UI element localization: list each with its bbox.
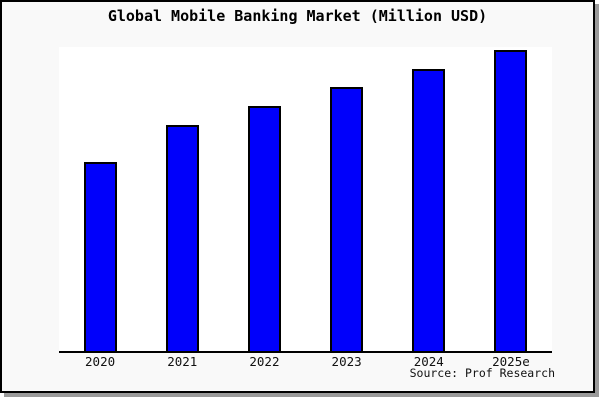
x-tick-label-2022: 2022 [249, 354, 280, 369]
bar-2025e [494, 50, 528, 351]
source-attribution: Source: Prof Research [409, 366, 555, 380]
plot-area [59, 47, 552, 353]
x-tick-label-2021: 2021 [167, 354, 198, 369]
bars-row [59, 47, 552, 351]
x-axis-tick-labels: 2020 2021 2022 2023 2024 2025e [59, 354, 552, 369]
bar-slot-2022 [223, 47, 305, 351]
bar-2022 [247, 106, 281, 351]
bar-2023 [330, 87, 364, 351]
x-tick-label-2020: 2020 [85, 354, 116, 369]
bar-2021 [165, 125, 199, 351]
bar-slot-2021 [141, 47, 223, 351]
x-tick-label-2023: 2023 [331, 354, 362, 369]
bar-slot-2024 [388, 47, 470, 351]
bar-slot-2020 [59, 47, 141, 351]
x-tick-label-2025e: 2025e [492, 354, 530, 369]
chart-frame: Global Mobile Banking Market (Million US… [0, 0, 595, 393]
bar-2024 [412, 69, 446, 351]
x-tick-label-2024: 2024 [413, 354, 444, 369]
bar-slot-2023 [306, 47, 388, 351]
chart-title: Global Mobile Banking Market (Million US… [107, 7, 488, 25]
bar-slot-2025e [470, 47, 552, 351]
bar-2020 [83, 162, 117, 351]
